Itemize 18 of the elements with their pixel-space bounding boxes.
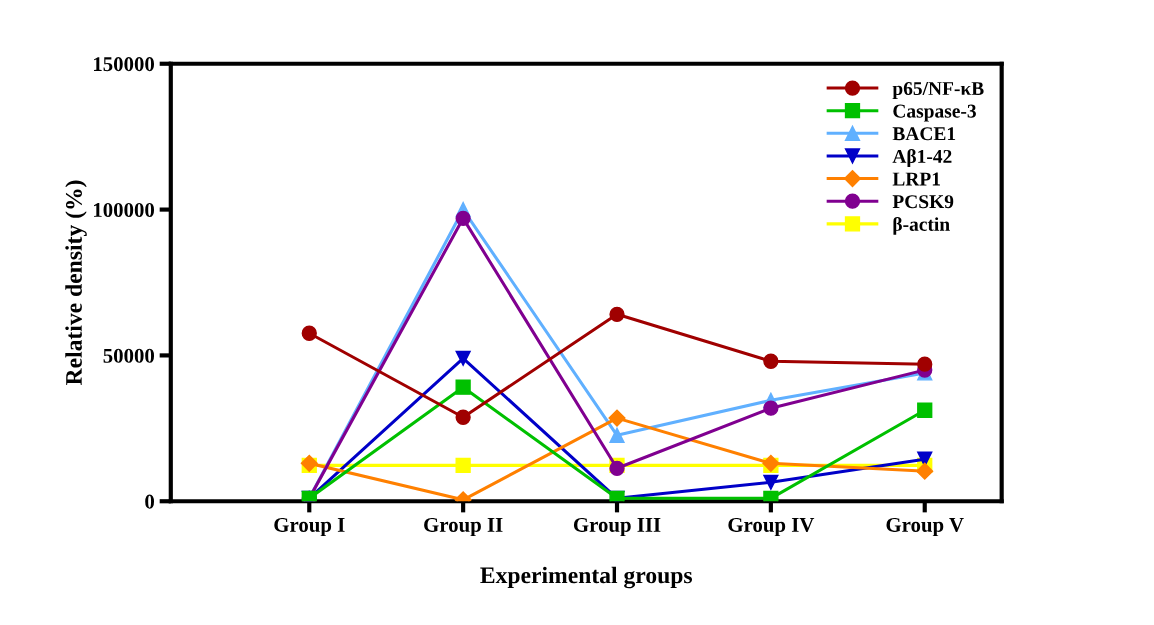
x-tick-label: Group I [274,517,345,537]
legend-label: LRP1 [892,172,940,186]
y-tick-label: 0 [145,494,155,509]
y-axis-title: Relative density (%) [65,180,87,386]
legend-label: PCSK9 [892,195,954,209]
x-tick-label: Group II [424,517,503,537]
legend-label: Caspase-3 [893,104,976,122]
y-tick-label: 150000 [93,57,155,72]
x-tick-label: Group IV [728,517,815,537]
legend-label: β-actin [893,217,950,235]
x-axis-title: Experimental groups [480,566,693,589]
legend-label: Aβ1-42 [892,149,952,167]
y-tick-label: 100000 [93,202,155,218]
legend-label: p65/NF-κB [892,81,984,99]
y-tick-label: 50000 [103,348,155,363]
x-tick-label: Group III [573,517,661,537]
x-tick-label: Group V [886,517,964,537]
legend-label: BACE1 [892,127,956,141]
